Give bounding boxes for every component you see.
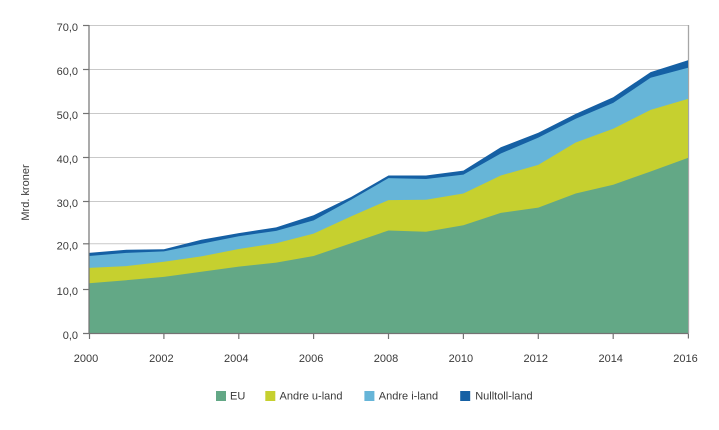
svg-text:Andre i-land: Andre i-land	[379, 391, 438, 403]
svg-text:60,0: 60,0	[57, 66, 78, 78]
svg-text:2000: 2000	[74, 353, 98, 365]
svg-text:70,0: 70,0	[57, 22, 78, 34]
svg-text:0,0: 0,0	[63, 330, 78, 342]
svg-text:50,0: 50,0	[57, 110, 78, 122]
svg-text:2010: 2010	[449, 353, 473, 365]
svg-text:Andre u-land: Andre u-land	[280, 391, 343, 403]
svg-text:Nulltoll-land: Nulltoll-land	[475, 391, 532, 403]
svg-text:40,0: 40,0	[57, 154, 78, 166]
svg-text:2008: 2008	[374, 353, 398, 365]
svg-text:EU: EU	[230, 391, 245, 403]
svg-text:2006: 2006	[299, 353, 323, 365]
svg-text:2002: 2002	[149, 353, 173, 365]
svg-text:2016: 2016	[673, 353, 697, 365]
svg-text:10,0: 10,0	[57, 286, 78, 298]
svg-text:2012: 2012	[524, 353, 548, 365]
svg-text:2004: 2004	[224, 353, 248, 365]
svg-text:20,0: 20,0	[57, 240, 78, 252]
svg-text:30,0: 30,0	[57, 198, 78, 210]
svg-text:2014: 2014	[598, 353, 622, 365]
svg-text:Mrd. kroner: Mrd. kroner	[20, 164, 32, 221]
